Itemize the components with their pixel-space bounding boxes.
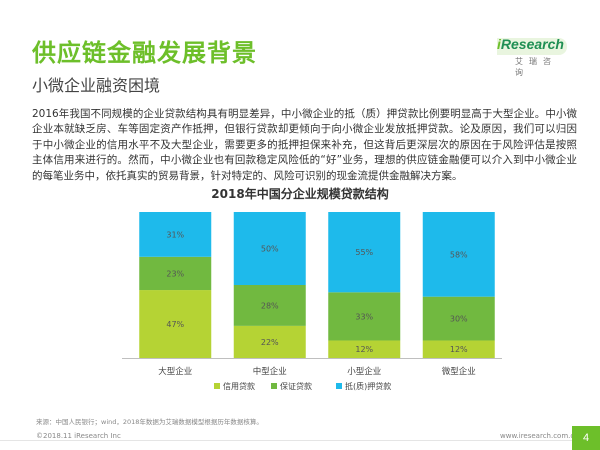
legend-label: 信用贷款	[223, 381, 255, 391]
data-label: 12%	[450, 345, 468, 354]
bar-segment	[139, 256, 212, 291]
logo-bar	[497, 38, 567, 55]
legend-swatch	[214, 383, 220, 389]
data-label: 31%	[166, 230, 184, 239]
logo-word-rest: Research	[500, 36, 564, 52]
bar-segment	[139, 212, 212, 257]
page-subtitle: 小微企业融资困境	[32, 76, 161, 95]
copyright: ©2018.11 iResearch Inc	[36, 432, 121, 440]
source-note: 来源：中国人民银行；wind，2018年数据为艾瑞数据模型根据历年数据核算。	[36, 418, 263, 426]
legend-swatch	[336, 383, 342, 389]
category-label: 微型企业	[442, 366, 476, 377]
data-label: 55%	[355, 248, 373, 257]
bar-segment	[139, 290, 212, 358]
logo-word-i: i	[497, 36, 501, 52]
data-label: 28%	[261, 301, 279, 310]
intro-paragraph: 2016年我国不同规模的企业贷款结构具有明显差异，中小微企业的抵（质）押贷款比例…	[32, 108, 577, 182]
data-label: 30%	[450, 315, 468, 324]
logo-subtitle: 艾瑞咨询	[515, 57, 557, 77]
bar-segment	[422, 340, 495, 358]
data-label: 22%	[261, 338, 279, 347]
bar-segment	[328, 292, 401, 341]
bar-segment	[422, 212, 495, 297]
category-label: 大型企业	[158, 366, 192, 377]
bar-segment	[328, 340, 401, 358]
footer-divider	[0, 440, 572, 441]
bar-segment	[233, 325, 306, 358]
legend-label: 抵(质)押贷款	[345, 381, 391, 391]
category-label: 小型企业	[347, 366, 381, 377]
data-label: 47%	[166, 320, 184, 329]
bar-segment	[328, 212, 401, 293]
data-label: 58%	[450, 250, 468, 259]
category-label: 中型企业	[253, 366, 287, 377]
bar-segment	[233, 285, 306, 326]
page-number: 4	[572, 426, 600, 450]
data-label: 12%	[355, 345, 373, 354]
bar-segment	[233, 212, 306, 285]
chart-title: 2018年中国分企业规模贷款结构	[211, 187, 389, 201]
legend-swatch	[271, 383, 277, 389]
page-title: 供应链金融发展背景	[32, 39, 257, 67]
site-url[interactable]: www.iresearch.com.cn	[500, 432, 579, 440]
data-label: 23%	[166, 269, 184, 278]
iresearch-logo: iResearch 艾瑞咨询	[497, 36, 567, 77]
data-label: 33%	[355, 312, 373, 321]
data-label: 50%	[261, 245, 279, 254]
bar-segment	[422, 296, 495, 341]
logo-wordmark: iResearch	[497, 36, 564, 52]
legend-label: 保证贷款	[280, 381, 312, 391]
